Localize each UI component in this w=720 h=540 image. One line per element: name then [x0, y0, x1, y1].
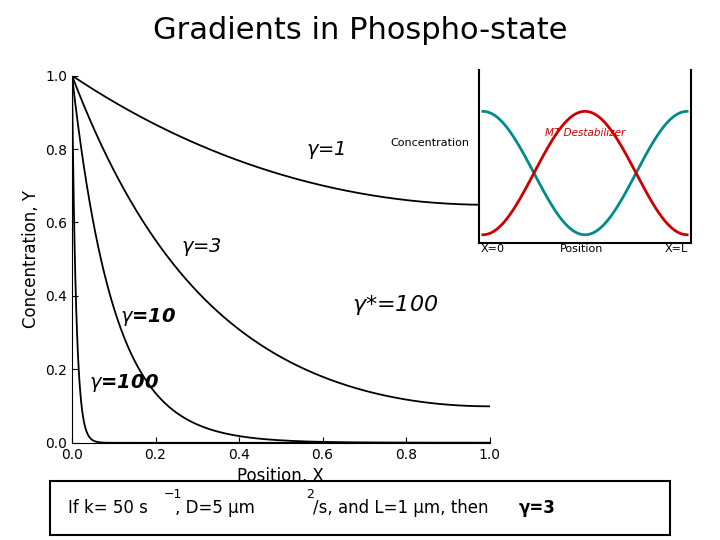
Text: If k= 50 s: If k= 50 s — [68, 498, 148, 517]
Text: $\gamma$*=100: $\gamma$*=100 — [352, 293, 438, 316]
Text: X=0: X=0 — [481, 244, 505, 254]
Text: 2: 2 — [306, 488, 314, 501]
Text: $\gamma$=1: $\gamma$=1 — [306, 139, 345, 160]
Text: −1: −1 — [164, 488, 183, 501]
Text: γ=3: γ=3 — [518, 498, 555, 517]
Text: $\gamma$=10: $\gamma$=10 — [120, 306, 176, 328]
Text: MT Destabilizer: MT Destabilizer — [545, 128, 625, 138]
Text: Gradients in Phospho-state: Gradients in Phospho-state — [153, 16, 567, 45]
Text: /s, and L=1 μm, then: /s, and L=1 μm, then — [313, 498, 494, 517]
Text: , D=5 μm: , D=5 μm — [175, 498, 255, 517]
Text: $\gamma$=3: $\gamma$=3 — [181, 236, 222, 258]
Text: Position: Position — [560, 244, 603, 254]
Y-axis label: Concentration, Y: Concentration, Y — [22, 190, 40, 328]
Text: $\gamma$=100: $\gamma$=100 — [89, 372, 158, 394]
Text: Concentration: Concentration — [390, 138, 469, 148]
X-axis label: Position, X: Position, X — [238, 467, 324, 485]
Text: X=L: X=L — [665, 244, 688, 254]
